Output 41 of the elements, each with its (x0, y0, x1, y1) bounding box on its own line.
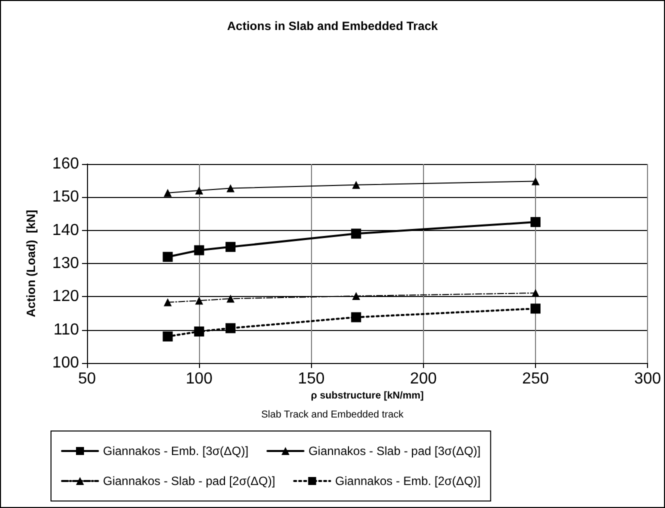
y-tick-label: 150 (52, 188, 80, 206)
point (532, 289, 540, 298)
y-axis-title: Action (Load) [kN] (24, 210, 38, 318)
x-tick-label: 250 (522, 370, 549, 388)
y-tick-label: 100 (52, 354, 80, 372)
point (352, 292, 360, 300)
point (226, 323, 236, 334)
legend-label: Giannakos - Slab - pad [2σ(ΔQ)] (103, 474, 276, 488)
point (226, 184, 235, 192)
y-tick-label: 110 (53, 321, 80, 338)
chart-title: Actions in Slab and Embedded Track (227, 19, 438, 33)
point (164, 298, 172, 306)
point (194, 326, 204, 336)
x-tick-label: 150 (298, 370, 325, 388)
point (195, 186, 204, 195)
y-tick-label: 130 (52, 255, 80, 272)
x-tick-label: 50 (78, 370, 96, 388)
point (351, 228, 362, 239)
legend-label: Giannakos - Emb. [3σ(ΔQ)] (103, 444, 248, 458)
point (194, 245, 204, 256)
point (164, 188, 172, 197)
point (530, 217, 541, 228)
point (226, 294, 235, 303)
x-tick-label: 300 (634, 370, 662, 388)
y-tick-label: 120 (52, 288, 80, 306)
x-tick-label: 200 (410, 370, 437, 388)
text: Slab Track and Embedded track (261, 410, 405, 420)
x-axis-title: ρ substructure [kN/mm] (310, 390, 424, 402)
point (530, 304, 541, 314)
point (352, 180, 360, 189)
x-tick-label: 100 (186, 370, 213, 388)
point (532, 177, 540, 186)
point (162, 331, 173, 342)
point (162, 252, 173, 262)
point (195, 296, 204, 305)
legend-label: Giannakos - Emb. [2σ(ΔQ)] (335, 474, 481, 488)
y-tick-label: 140 (52, 222, 80, 239)
y-tick-label: 160 (52, 156, 80, 172)
point (226, 242, 236, 252)
legend-label: Giannakos - Slab - pad [3σ(ΔQ)] (308, 444, 481, 458)
point (351, 312, 362, 322)
